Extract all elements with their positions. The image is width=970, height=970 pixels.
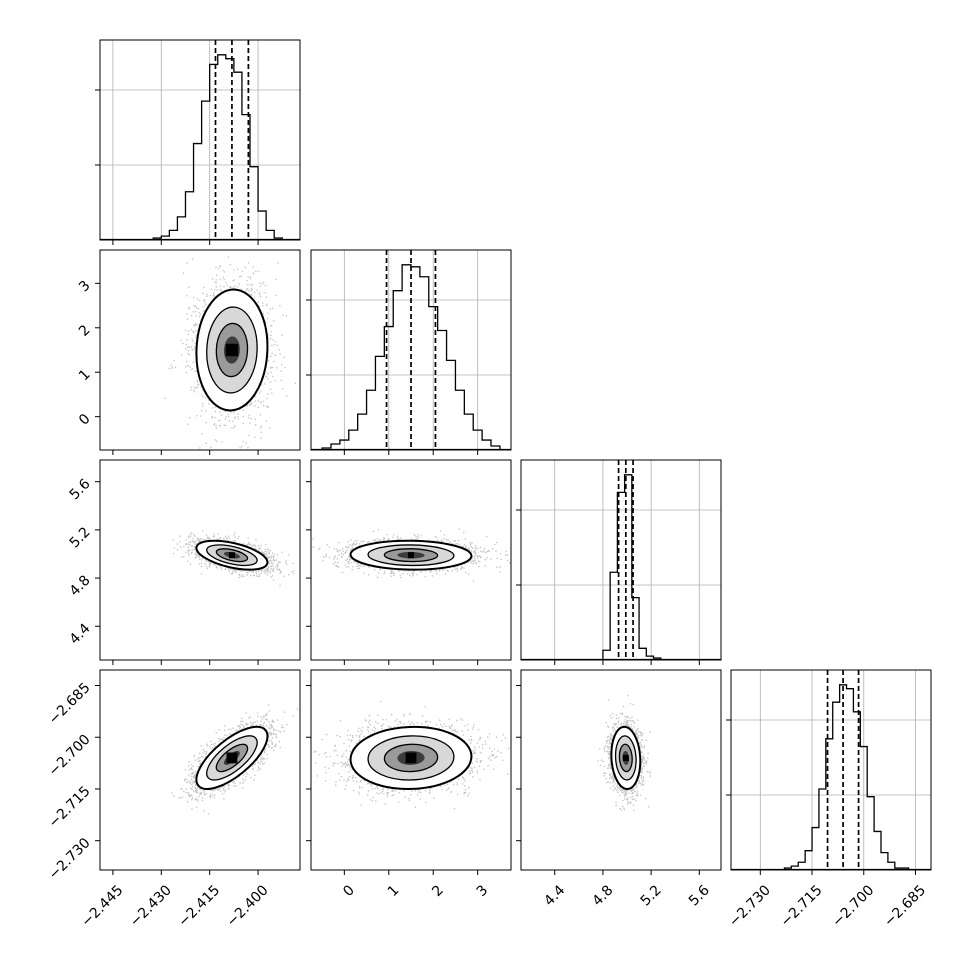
histogram-step <box>152 54 283 240</box>
density-peak <box>225 343 239 357</box>
axes-frame <box>99 39 301 241</box>
histogram-panel-0 <box>95 39 301 245</box>
axes-frame <box>99 459 301 661</box>
x-tick-label: −2.715 <box>778 882 826 930</box>
x-tick-label: 4.8 <box>589 882 616 909</box>
axes-frame <box>99 249 301 451</box>
y-tick-label: 5.6 <box>67 476 94 503</box>
x-tick-label: −2.415 <box>175 882 223 930</box>
x-tick-label: −2.700 <box>829 882 877 930</box>
histogram-panel-1 <box>306 249 512 455</box>
y-tick-label: 3 <box>76 278 94 296</box>
x-tick-label: −2.445 <box>79 882 127 930</box>
scatter-panel-0-3 <box>95 669 301 875</box>
density-peak <box>226 752 238 764</box>
scatter-panel-2-3 <box>516 669 722 875</box>
y-tick-label: 5.2 <box>67 524 94 551</box>
axes-frame <box>520 459 722 661</box>
panel-content <box>313 700 510 810</box>
axes-frame <box>99 669 301 871</box>
y-tick-label: 4.4 <box>67 621 94 648</box>
scatter-panel-1-3 <box>306 669 512 875</box>
density-peak <box>405 752 417 764</box>
y-tick-label: −2.685 <box>46 680 94 728</box>
panel-content <box>171 704 299 815</box>
y-tick-label: 2 <box>76 322 94 340</box>
y-tick-label: 0 <box>76 411 94 429</box>
density-peak <box>228 552 235 559</box>
scatter-panel-1-2 <box>306 459 512 665</box>
histogram-step <box>321 264 501 450</box>
x-tick-label: 5.2 <box>638 882 665 909</box>
panel-content <box>312 528 511 582</box>
y-tick-label: 1 <box>76 367 94 385</box>
x-tick-label: 5.6 <box>686 882 713 909</box>
y-tick-label: −2.715 <box>46 783 94 831</box>
histogram-panel-2 <box>516 459 722 665</box>
x-tick-label: 2 <box>429 882 447 900</box>
y-tick-label: −2.700 <box>46 732 94 780</box>
y-tick-label: −2.730 <box>46 835 94 883</box>
y-tick-label: 4.8 <box>67 572 94 599</box>
x-tick-label: −2.685 <box>881 882 929 930</box>
axes-frame <box>310 669 512 871</box>
axes-frame <box>310 459 512 661</box>
scatter-panel-0-2 <box>95 459 301 665</box>
scatter-panel-0-1 <box>95 249 301 455</box>
x-tick-label: 3 <box>474 882 492 900</box>
axes-frame <box>520 669 722 871</box>
x-tick-label: 0 <box>340 882 358 900</box>
x-tick-label: 4.4 <box>541 882 568 909</box>
panel-content <box>172 530 295 587</box>
density-peak <box>622 754 629 761</box>
panel-content <box>597 694 652 812</box>
x-tick-label: −2.400 <box>224 882 272 930</box>
histogram-panel-3 <box>726 669 932 875</box>
histogram-step <box>602 474 662 660</box>
x-tick-label: −2.730 <box>726 882 774 930</box>
x-tick-label: −2.430 <box>127 882 175 930</box>
axes-frame <box>730 669 932 871</box>
histogram-step <box>783 684 910 870</box>
density-peak <box>408 552 414 559</box>
axes-frame <box>310 249 512 451</box>
panel-content <box>164 256 297 449</box>
x-tick-label: 1 <box>385 882 403 900</box>
